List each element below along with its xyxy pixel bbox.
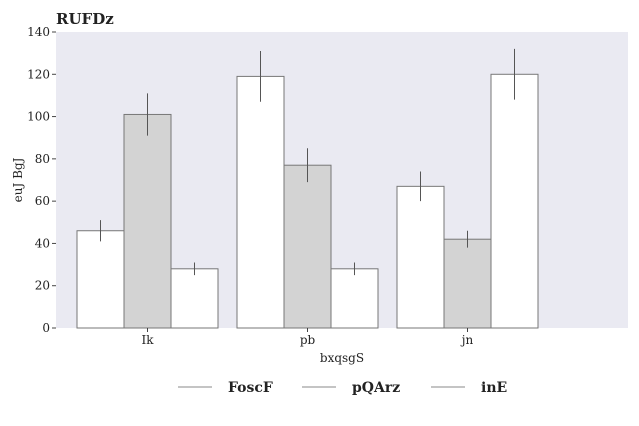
legend-label-inE: inE <box>481 380 507 396</box>
x-tick-label: jn <box>460 333 474 347</box>
bar-FoscF-pb <box>236 75 285 329</box>
x-axis: Ik pb jn <box>141 328 473 347</box>
legend-label-FoscF: FoscF <box>228 380 273 396</box>
bar-inE-jn <box>490 73 539 329</box>
legend: FoscF pQArz inE <box>178 380 507 396</box>
bar-FoscF-jn <box>396 185 445 329</box>
bar-inE-pb <box>330 268 379 329</box>
x-axis-label: bxqsgS <box>320 351 364 365</box>
bars <box>76 48 539 329</box>
y-tick-label: 40 <box>35 236 50 250</box>
bar-FoscF-Ik <box>76 230 125 329</box>
y-tick-label: 0 <box>42 321 50 335</box>
y-tick-label: 80 <box>35 152 50 166</box>
y-axis-label: euJ BgJ <box>11 157 25 202</box>
chart-title: RUFDz <box>56 10 114 28</box>
bar-pQArz-jn <box>443 238 492 329</box>
y-tick-label: 60 <box>35 194 50 208</box>
bar-inE-Ik <box>170 268 219 329</box>
y-tick-label: 120 <box>27 67 50 81</box>
x-tick-label: pb <box>300 333 316 347</box>
y-tick-label: 140 <box>27 25 50 39</box>
bar-pQArz-Ik <box>123 113 172 329</box>
y-tick-label: 100 <box>27 110 50 124</box>
bar-pQArz-pb <box>283 164 332 329</box>
x-tick-label: Ik <box>141 333 154 347</box>
legend-label-pQArz: pQArz <box>352 380 400 396</box>
y-tick-label: 20 <box>35 279 50 293</box>
y-axis: 0 20 40 60 80 100 120 140 <box>27 25 56 335</box>
